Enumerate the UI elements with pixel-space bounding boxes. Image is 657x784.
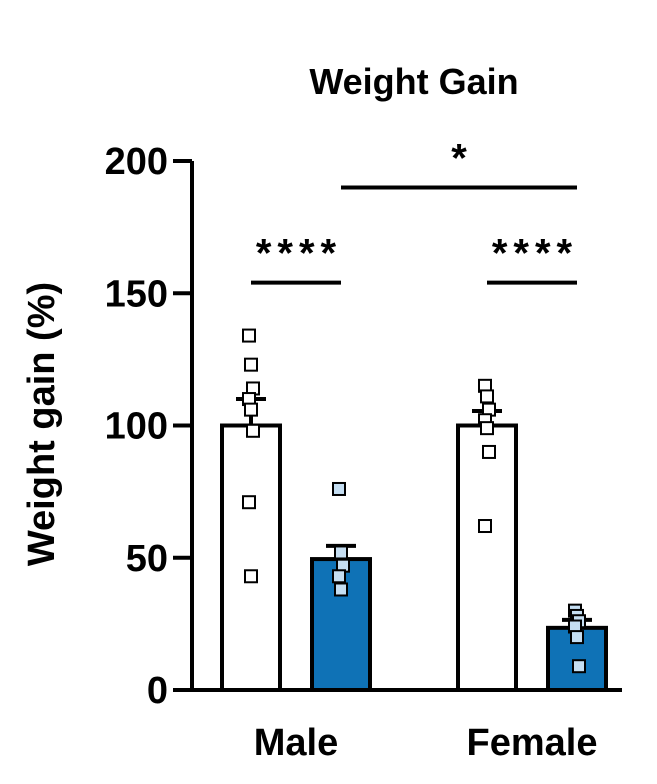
data-point [570, 630, 584, 645]
data-point [334, 545, 348, 560]
data-point [242, 495, 256, 510]
data-point [480, 421, 494, 436]
data-point [332, 481, 346, 496]
data-point [332, 569, 346, 584]
significance-label: **** [492, 232, 578, 276]
y-tick-label: 150 [105, 273, 168, 315]
data-point [572, 659, 586, 674]
data-point [480, 389, 494, 404]
data-point [244, 569, 258, 584]
chart-title: Weight Gain [309, 61, 518, 102]
bar [456, 423, 518, 692]
significance-label: * [451, 136, 473, 180]
data-point [482, 444, 496, 459]
significance-label: **** [256, 232, 342, 276]
data-point [478, 519, 492, 534]
data-point [244, 357, 258, 372]
data-point [242, 328, 256, 343]
y-tick-label: 50 [126, 538, 168, 580]
y-tick-label: 0 [147, 670, 168, 712]
data-point [246, 423, 260, 438]
data-point [244, 402, 258, 417]
bar [220, 423, 282, 692]
y-tick-label: 200 [105, 141, 168, 183]
x-category-label: Male [254, 722, 338, 764]
y-tick-label: 100 [105, 406, 168, 448]
x-category-label: Female [467, 722, 598, 764]
data-point [334, 582, 348, 597]
y-axis-title: Weight gain (%) [21, 282, 63, 566]
